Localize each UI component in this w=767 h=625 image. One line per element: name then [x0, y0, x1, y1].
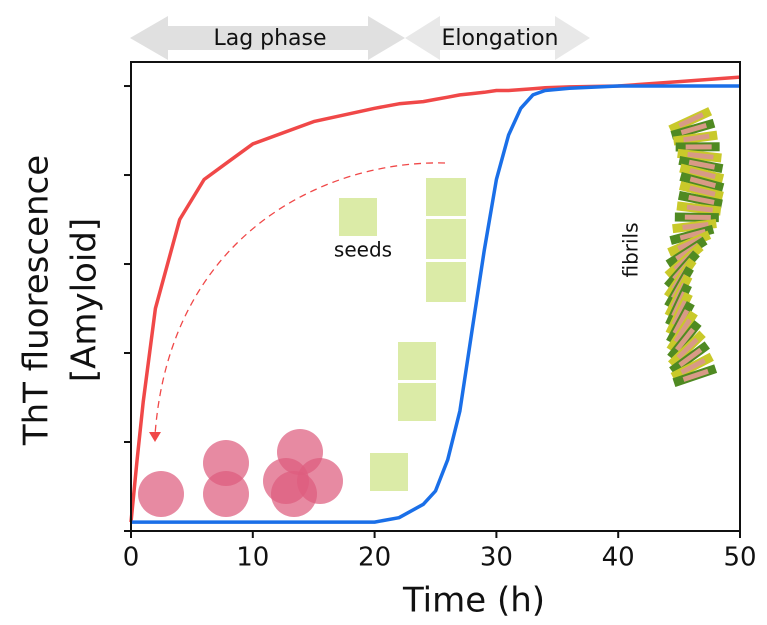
x-tick-label: 0 [123, 543, 140, 573]
x-axis-label: Time (h) [402, 581, 545, 621]
monomers [138, 429, 343, 517]
seeds-label: seeds [334, 238, 392, 262]
y-axis-label: ThT fluorescence [17, 155, 57, 446]
y-axis-label: [Amyloid] [65, 218, 105, 382]
x-tick-label: 30 [480, 543, 513, 573]
lag-label: Lag phase [213, 26, 326, 51]
fibrils-label: fibrils [619, 222, 643, 277]
x-tick-label: 40 [602, 543, 635, 573]
x-tick-label: 20 [358, 543, 391, 573]
x-tick-label: 50 [723, 543, 756, 573]
fibril-core [686, 144, 712, 149]
fibril-core [685, 215, 711, 220]
elongation-label: Elongation [441, 26, 558, 51]
chart: Lag phase Elongation seeds fibrils Time … [0, 0, 767, 621]
fibril [664, 107, 724, 387]
arrow-head [149, 432, 161, 442]
x-tick-label: 10 [236, 543, 269, 573]
seed-squares [339, 178, 466, 491]
